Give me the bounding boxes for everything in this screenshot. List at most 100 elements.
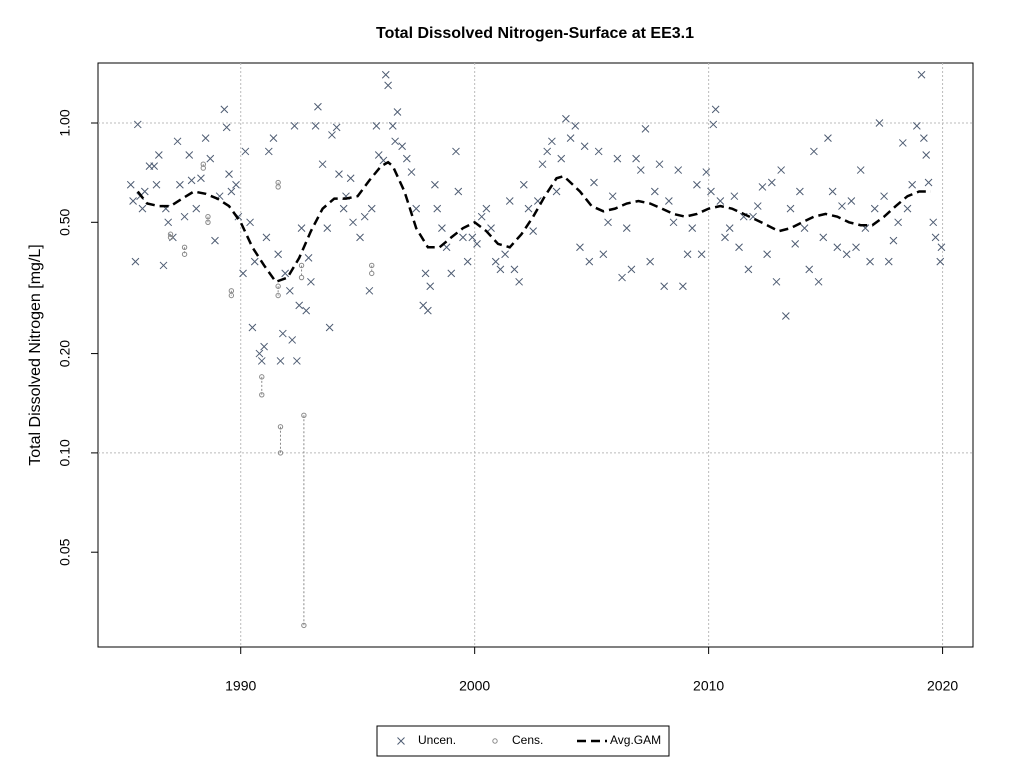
point: [491, 257, 500, 266]
censored-low: [298, 274, 305, 281]
point: [674, 166, 683, 174]
point: [393, 108, 402, 116]
point: [206, 154, 215, 163]
point: [515, 277, 523, 286]
point: [264, 147, 273, 156]
legend-label: Cens.: [512, 733, 543, 747]
point: [482, 204, 491, 213]
point: [777, 166, 786, 174]
point: [889, 236, 898, 245]
point: [669, 218, 678, 227]
point: [381, 70, 390, 79]
point: [197, 174, 205, 183]
point: [131, 257, 140, 266]
point: [501, 250, 509, 259]
point: [917, 70, 926, 79]
point: [295, 301, 304, 310]
point: [473, 240, 481, 248]
censored-high: [167, 231, 174, 237]
point: [866, 257, 874, 266]
point: [328, 131, 336, 139]
point: [173, 137, 182, 146]
point: [290, 122, 299, 130]
point: [246, 218, 254, 227]
point: [211, 236, 219, 245]
point: [349, 218, 357, 227]
point: [402, 154, 411, 163]
point: [824, 134, 832, 142]
point: [346, 174, 355, 183]
point: [452, 147, 460, 156]
censored-high: [205, 213, 211, 220]
point: [332, 123, 341, 132]
point: [767, 178, 776, 187]
point: [924, 178, 933, 187]
point: [641, 124, 650, 133]
point: [693, 180, 701, 189]
point: [931, 233, 940, 242]
point: [185, 151, 194, 159]
point: [552, 187, 561, 196]
point: [187, 176, 196, 185]
point: [323, 224, 332, 233]
point: [856, 166, 865, 174]
censored-high: [369, 262, 375, 269]
point: [937, 243, 946, 252]
censored-low: [259, 392, 265, 398]
censored-high: [301, 412, 307, 419]
point: [133, 120, 142, 129]
point: [260, 342, 268, 351]
plot-box: [97, 62, 974, 648]
point: [660, 282, 669, 291]
point: [278, 329, 287, 338]
point: [314, 102, 322, 111]
point: [912, 122, 921, 130]
point: [786, 204, 795, 213]
point: [562, 114, 570, 123]
point: [180, 212, 189, 221]
point: [126, 180, 135, 189]
censored-high: [181, 244, 188, 250]
point: [753, 202, 762, 210]
point: [150, 162, 159, 170]
censored-low: [205, 219, 211, 226]
censored-high: [259, 374, 265, 380]
point: [164, 218, 173, 227]
point: [566, 134, 575, 142]
point: [936, 257, 945, 266]
x-tick-label: 2010: [693, 678, 724, 694]
point: [847, 197, 856, 205]
point: [426, 282, 435, 291]
x-tick-label: 1990: [225, 678, 256, 694]
point: [505, 197, 514, 205]
point: [407, 168, 416, 176]
y-tick-label: 0.20: [57, 340, 73, 367]
point: [255, 349, 264, 358]
censored-low: [167, 234, 174, 241]
point: [257, 357, 266, 365]
censored-low: [301, 622, 307, 629]
point: [903, 204, 912, 213]
point: [138, 204, 147, 213]
point: [398, 142, 406, 151]
point: [431, 180, 439, 189]
point: [519, 180, 528, 189]
point: [585, 257, 594, 266]
censored-high: [277, 424, 284, 430]
point: [613, 154, 622, 163]
point: [604, 218, 612, 227]
x-tick-label: 2020: [927, 678, 958, 694]
point: [571, 122, 580, 130]
point: [800, 224, 809, 233]
point: [318, 160, 327, 169]
censored-low: [275, 292, 281, 299]
censored-low: [181, 251, 188, 257]
point: [421, 269, 430, 278]
point: [898, 139, 907, 147]
point: [922, 151, 931, 159]
censored-high: [200, 161, 206, 167]
point: [758, 183, 767, 191]
point: [721, 233, 729, 242]
point: [884, 257, 893, 266]
